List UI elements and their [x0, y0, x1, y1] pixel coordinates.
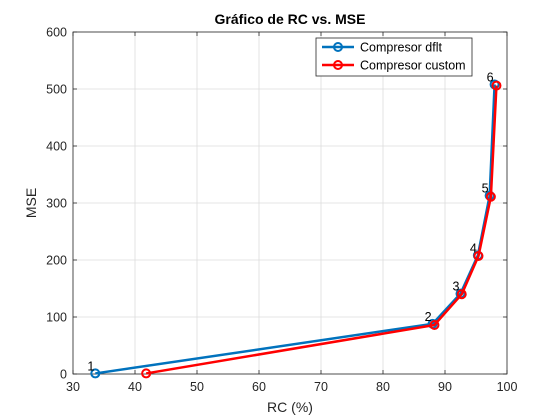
series-1 [141, 80, 502, 379]
point-annotation: 1 [87, 359, 94, 373]
legend-marker [333, 60, 343, 70]
annotations: 1 2 3 4 5 6 [87, 70, 493, 373]
data-point [491, 80, 502, 91]
y-tick-label: 500 [46, 83, 67, 97]
point-annotation: 5 [482, 182, 489, 196]
x-axis-label: RC (%) [267, 399, 313, 415]
data-point [429, 319, 440, 330]
legend-marker [333, 42, 343, 52]
point-annotation: 3 [453, 280, 460, 294]
series-line [95, 84, 496, 375]
x-tick-label: 60 [252, 380, 266, 394]
point-annotation: 4 [470, 241, 477, 255]
data-point [141, 368, 152, 379]
x-tick-label: 30 [66, 380, 80, 394]
x-tick-label: 50 [190, 380, 204, 394]
series-0 [90, 79, 500, 379]
chart-title: Gráfico de RC vs. MSE [215, 11, 366, 27]
y-axis-label: MSE [23, 188, 39, 218]
series-line [145, 85, 498, 375]
x-tick-label: 100 [497, 380, 518, 394]
y-tick-label: 0 [60, 368, 67, 382]
y-tick-label: 100 [46, 311, 67, 325]
legend: Compresor dflt Compresor custom [315, 37, 473, 77]
data-point [485, 191, 496, 202]
point-annotation: 2 [425, 310, 432, 324]
x-tick-label: 70 [314, 380, 328, 394]
y-tick-label: 200 [46, 254, 67, 268]
data-point [473, 251, 484, 262]
point-annotation: 6 [487, 70, 494, 84]
y-tick-label: 400 [46, 140, 67, 154]
legend-label: Compresor custom [360, 59, 466, 73]
data-point [90, 368, 101, 379]
data-point [456, 289, 467, 300]
grid [72, 31, 508, 375]
x-tick-label: 80 [376, 380, 390, 394]
ticks: 30 40 50 60 70 80 90 100 0 100 200 300 400 500 600 [46, 26, 517, 395]
x-tick-label: 40 [128, 380, 142, 394]
y-tick-label: 300 [46, 197, 67, 211]
y-tick-label: 600 [46, 26, 67, 40]
x-tick-label: 90 [438, 380, 452, 394]
legend-label: Compresor dflt [360, 41, 442, 55]
series-group [90, 79, 502, 379]
